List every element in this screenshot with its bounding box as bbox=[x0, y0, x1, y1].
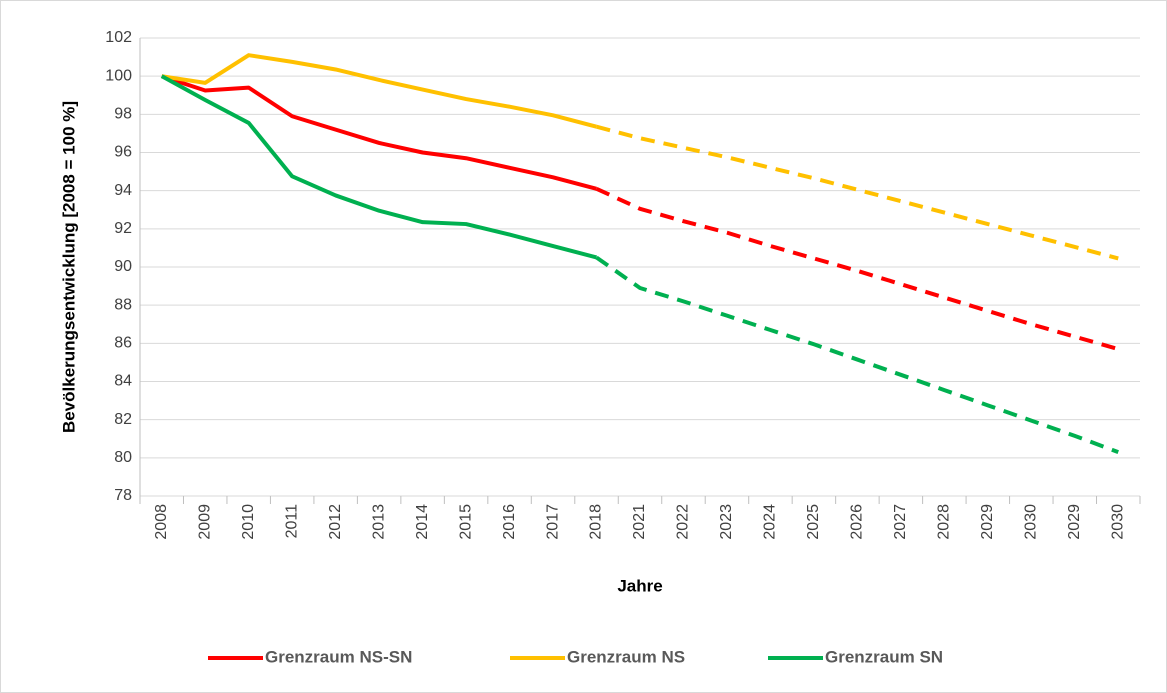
y-tick-label: 92 bbox=[114, 220, 132, 237]
legend-label: Grenzraum NS-SN bbox=[265, 647, 412, 666]
x-tick-label: 2013 bbox=[370, 504, 387, 540]
line bbox=[595, 255, 1119, 454]
legend-label: Grenzraum SN bbox=[825, 647, 943, 666]
x-tick-label: 2030 bbox=[1023, 504, 1040, 540]
x-tick-label: 2025 bbox=[805, 504, 822, 540]
y-tick-label: 82 bbox=[114, 411, 132, 428]
x-tick-label: 2011 bbox=[283, 504, 300, 539]
y-tick-label: 100 bbox=[105, 67, 132, 84]
x-tick-label: 2009 bbox=[196, 504, 213, 540]
line bbox=[161, 53, 598, 129]
x-tick-label: 2016 bbox=[501, 504, 518, 540]
x-tick-label: 2012 bbox=[327, 504, 344, 540]
line bbox=[596, 124, 1119, 261]
x-tick-label: 2023 bbox=[718, 504, 735, 540]
x-axis-label: Jahre bbox=[617, 576, 662, 595]
x-tick-label: 2018 bbox=[588, 504, 605, 540]
y-tick-label: 94 bbox=[114, 182, 132, 199]
x-tick-label: 2015 bbox=[457, 504, 474, 540]
y-tick-label: 96 bbox=[114, 144, 132, 161]
x-tick-label: 2008 bbox=[153, 504, 170, 540]
line bbox=[161, 74, 598, 191]
y-tick-label: 98 bbox=[114, 106, 132, 123]
y-tick-label: 86 bbox=[114, 335, 132, 352]
x-tick-label: 2029 bbox=[979, 504, 996, 540]
y-tick-label: 102 bbox=[105, 29, 132, 46]
y-tick-label: 84 bbox=[114, 373, 132, 390]
x-tick-label: 2029 bbox=[1066, 504, 1083, 540]
x-tick-label: 2024 bbox=[762, 504, 779, 540]
x-tick-label: 2028 bbox=[936, 504, 953, 540]
x-tick-label: 2022 bbox=[675, 504, 692, 540]
line bbox=[595, 186, 1119, 351]
y-tick-label: 90 bbox=[114, 258, 132, 275]
line bbox=[160, 74, 598, 260]
x-tick-label: 2014 bbox=[414, 504, 431, 540]
x-tick-label: 2010 bbox=[240, 504, 257, 540]
x-tick-label: 2027 bbox=[892, 504, 909, 540]
legend-label: Grenzraum NS bbox=[567, 647, 685, 666]
y-tick-label: 78 bbox=[114, 487, 132, 504]
y-tick-label: 80 bbox=[114, 449, 132, 466]
y-tick-label: 88 bbox=[114, 296, 132, 313]
x-tick-label: 2026 bbox=[849, 504, 866, 540]
x-tick-label: 2017 bbox=[544, 504, 561, 540]
x-tick-label: 2021 bbox=[631, 504, 648, 540]
y-axis-label: Bevölkerungsentwicklung [2008 = 100 %] bbox=[59, 101, 78, 433]
x-tick-label: 2030 bbox=[1109, 504, 1126, 540]
